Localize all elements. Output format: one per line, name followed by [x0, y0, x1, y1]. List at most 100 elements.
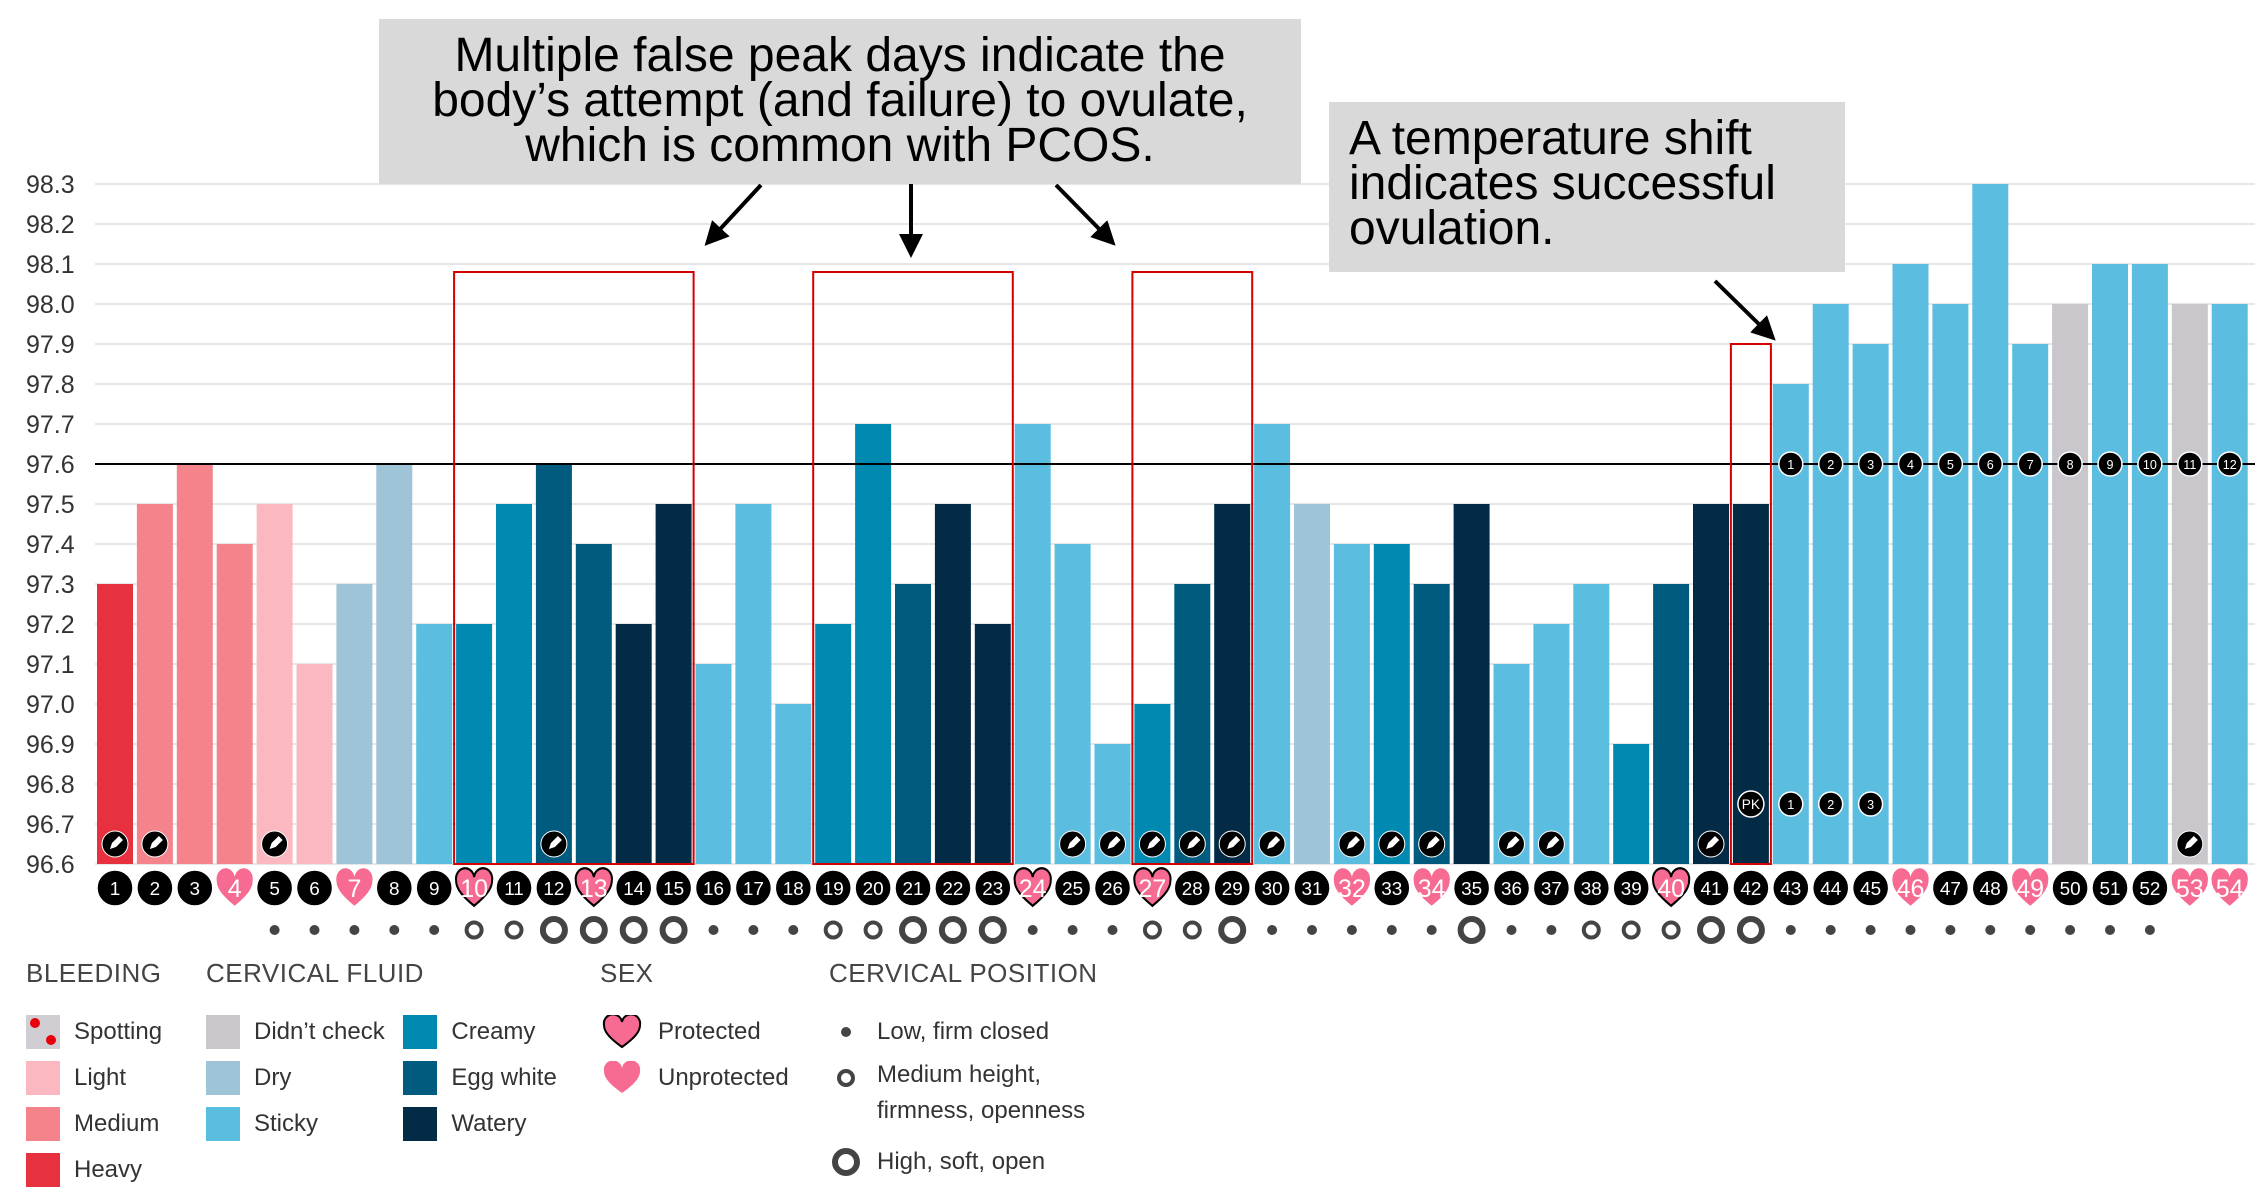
pencil-glyph: [1706, 836, 1719, 849]
high-temp-count-badge: 7: [2027, 458, 2034, 472]
position-medium-ring: [1621, 920, 1641, 940]
day-label: 36: [1501, 879, 1522, 900]
position-high-ring: [1697, 916, 1725, 944]
spotting-swatch: [26, 1015, 60, 1049]
day-label-circle: [2051, 869, 2089, 907]
bar-day-34: [1413, 584, 1450, 864]
position-high-ring: [978, 916, 1007, 944]
position-low-dot: [429, 925, 440, 935]
day-label: 23: [982, 879, 1003, 900]
bar-day-5: [256, 504, 293, 864]
day-label-circle: [375, 869, 414, 907]
high-temp-count-badge-circle: [2177, 451, 2203, 477]
y-tick-label: 97.0: [26, 691, 75, 719]
legend-label: Watery: [451, 1110, 527, 1137]
y-tick-label: 98.0: [26, 291, 75, 319]
position-high-ring: [1457, 916, 1486, 944]
legend-label: Low, firm closed: [877, 1018, 1050, 1045]
bar-day-18: [775, 704, 812, 864]
heart-shape: [1413, 868, 1450, 906]
day-label-circle: [96, 869, 134, 907]
day-label-circle: [2091, 869, 2129, 907]
day-label: 10: [460, 875, 488, 903]
day-label: 34: [1418, 875, 1446, 903]
high-temp-count-badge-circle: [1857, 451, 1884, 477]
pencil-glyph: [548, 836, 562, 849]
legend-item: Sticky: [206, 1101, 385, 1147]
day-label: 50: [2060, 879, 2081, 900]
day-label: 53: [2176, 875, 2204, 903]
heart-shape: [1133, 867, 1172, 908]
position-low-dot: [1945, 925, 1956, 935]
day-label-circle: [854, 869, 892, 907]
y-tick-label: 96.7: [26, 811, 75, 839]
y-tick-label: 97.8: [26, 371, 75, 399]
day-label-circle: [1772, 869, 1810, 907]
fertility-chart: 98.3 98.2 98.1 98.0 97.9 97.8 97.7 97.6 97.5 97.4…: [26, 171, 2255, 944]
annotation-line: which is common with PCOS.: [525, 119, 1155, 172]
day-label: 42: [1740, 879, 1761, 900]
position-medium-ring: [1182, 920, 1202, 940]
position-low-dot: [309, 925, 320, 935]
day-label-circle: [415, 869, 453, 907]
day-label-circle: [654, 869, 693, 907]
position-low-dot: [269, 925, 280, 935]
day-label: 45: [1860, 879, 1881, 900]
high-temp-count-badge: 11: [2183, 458, 2196, 472]
day-label-circle: [295, 869, 334, 907]
unprotected-heart-icon: [216, 868, 253, 906]
heart-shape: [216, 868, 253, 906]
heart-shape: [2171, 868, 2208, 906]
count-badge-circle: [1857, 791, 1884, 817]
light-swatch: [26, 1061, 60, 1095]
pencil-glyph: [1267, 836, 1281, 849]
unprotected-heart-icon: [2012, 868, 2049, 906]
day-label: 49: [2016, 875, 2044, 903]
count-badge: 2: [1827, 798, 1834, 812]
high-temp-count-badge: 4: [1907, 458, 1914, 472]
day-label: 38: [1581, 879, 1602, 900]
bar-day-20: [855, 424, 892, 864]
pencil-glyph: [110, 836, 123, 849]
day-label: 48: [1980, 879, 2001, 900]
day-label: 46: [1897, 875, 1925, 903]
bar-day-22: [934, 504, 971, 864]
day-label-circle: [1851, 869, 1890, 907]
day-label-circle: [974, 869, 1012, 907]
legend-item: High, soft, open: [829, 1139, 1098, 1185]
legend-label: Creamy: [451, 1018, 536, 1045]
high-temp-count-badge-circle: [1937, 451, 1964, 477]
day-label-circle: [495, 869, 533, 907]
day-label-circle: [2131, 869, 2169, 907]
medium-ring-icon: [837, 1069, 855, 1087]
y-tick-label: 96.8: [26, 771, 75, 799]
bar-day-3: [176, 464, 213, 864]
legend-title: CERVICAL FLUID: [206, 958, 424, 988]
legend-cervical-fluid: CERVICAL FLUID Didn’t check Dry Sticky C…: [206, 958, 557, 1147]
legend-bleeding: BLEEDING Spotting Light Medium Heavy: [26, 958, 162, 1193]
bar-day-21: [895, 584, 931, 864]
peak-day-badge: PK: [1742, 797, 1760, 812]
bar-day-33: [1373, 544, 1410, 864]
unprotected-heart-icon: [2171, 868, 2208, 906]
day-label: 6: [309, 879, 320, 900]
position-low-dot: [1905, 925, 1916, 935]
high-temp-count-badge-circle: [2097, 451, 2123, 477]
position-high-ring: [619, 916, 648, 944]
y-tick-label: 98.3: [26, 171, 75, 199]
heart-shape: [1652, 867, 1691, 908]
highlight-box: [812, 271, 1014, 865]
day-label: 51: [2099, 879, 2120, 900]
position-medium-ring: [1661, 920, 1681, 940]
protected-heart-icon: [574, 867, 613, 908]
heart-shape: [1333, 868, 1371, 906]
day-label: 39: [1621, 879, 1642, 900]
protected-heart-icon: [1652, 867, 1691, 908]
legend-label: Medium height,: [877, 1061, 1042, 1088]
day-label: 40: [1657, 875, 1685, 903]
didnt-check-swatch: [206, 1015, 240, 1049]
position-high-ring: [938, 916, 967, 944]
day-label: 3: [190, 879, 201, 900]
legend-item: Light: [26, 1055, 162, 1101]
highlight-box: [453, 271, 695, 865]
